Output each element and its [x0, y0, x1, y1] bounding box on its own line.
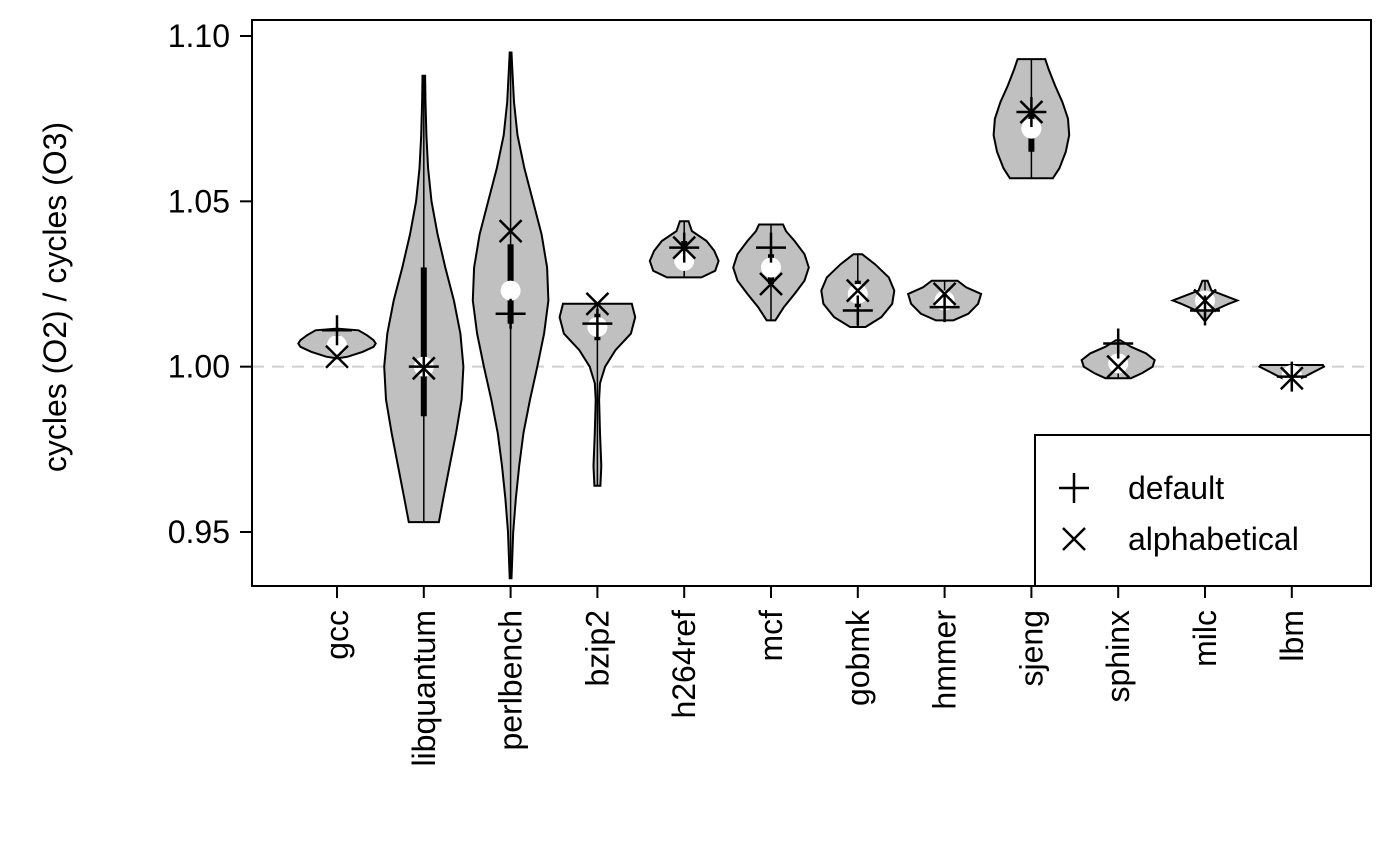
x-tick-label: gobmk — [840, 609, 876, 706]
marker-alphabetical-bzip2 — [585, 291, 610, 316]
marker-default-sphinx — [1103, 328, 1134, 359]
x-tick-label: hmmer — [927, 610, 963, 710]
y-tick-label: 1.05 — [168, 183, 230, 219]
marker-alphabetical-sphinx — [1106, 354, 1131, 379]
marker-alphabetical-lbm — [1279, 366, 1304, 391]
legend-marker-default — [1059, 473, 1089, 503]
y-axis-title: cycles (O2) / cycles (O3) — [37, 122, 73, 472]
violin-median — [500, 280, 521, 301]
x-tick-label: gcc — [319, 610, 355, 660]
violin-mcf — [732, 223, 810, 322]
y-axis: 0.95 1.00 1.05 1.10 — [168, 18, 252, 550]
x-tick-label: h264ref — [666, 610, 702, 719]
x-axis: gcc libquantum perlbench bzip2 h264ref mcf gob… — [319, 586, 1310, 767]
marker-default-gcc — [322, 315, 352, 346]
plot-frame — [251, 19, 1372, 587]
marker-default-mcf — [756, 232, 786, 263]
y-tick-label: 1.10 — [168, 18, 230, 54]
marker-alphabetical-mcf — [759, 272, 783, 296]
marker-alphabetical-h264ref — [672, 235, 697, 260]
y-tick-label: 0.95 — [168, 514, 230, 550]
y-tick-label: 1.00 — [168, 349, 230, 385]
marker-alphabetical-gcc — [325, 344, 349, 369]
marker-alphabetical-sjeng — [1019, 100, 1044, 124]
legend-label: default — [1128, 470, 1224, 506]
x-tick-label: sjeng — [1013, 610, 1049, 687]
x-tick-label: mcf — [753, 610, 789, 662]
violin-median — [1108, 353, 1129, 374]
marker-alphabetical-perlbench — [498, 219, 523, 243]
x-tick-label: libquantum — [406, 610, 442, 767]
x-tick-label: bzip2 — [579, 610, 615, 687]
markers-layer — [322, 97, 1307, 392]
marker-alphabetical-libquantum — [411, 356, 436, 381]
x-tick-label: milc — [1187, 610, 1223, 667]
x-tick-label: lbm — [1274, 610, 1310, 662]
marker-default-perlbench — [495, 298, 526, 329]
legend: default alphabetical — [1034, 434, 1372, 587]
marker-default-gobmk — [842, 295, 873, 326]
violin-median — [761, 257, 781, 278]
x-tick-label: perlbench — [493, 610, 529, 751]
violin-median — [1021, 118, 1042, 139]
legend-marker-alphabetical — [1062, 527, 1086, 551]
violin-box — [420, 267, 427, 417]
marker-default-hmmer — [929, 292, 960, 323]
x-tick-label: sphinx — [1100, 610, 1136, 703]
marker-alphabetical-milc — [1193, 288, 1217, 313]
legend-box — [1034, 434, 1372, 587]
violin-sphinx — [1080, 339, 1156, 380]
legend-label: alphabetical — [1128, 521, 1299, 557]
violin-libquantum — [383, 74, 465, 524]
marker-alphabetical-hmmer — [932, 282, 957, 306]
marker-default-bzip2 — [582, 308, 613, 339]
violin-median — [847, 283, 868, 304]
marker-alphabetical-gobmk — [845, 278, 870, 303]
